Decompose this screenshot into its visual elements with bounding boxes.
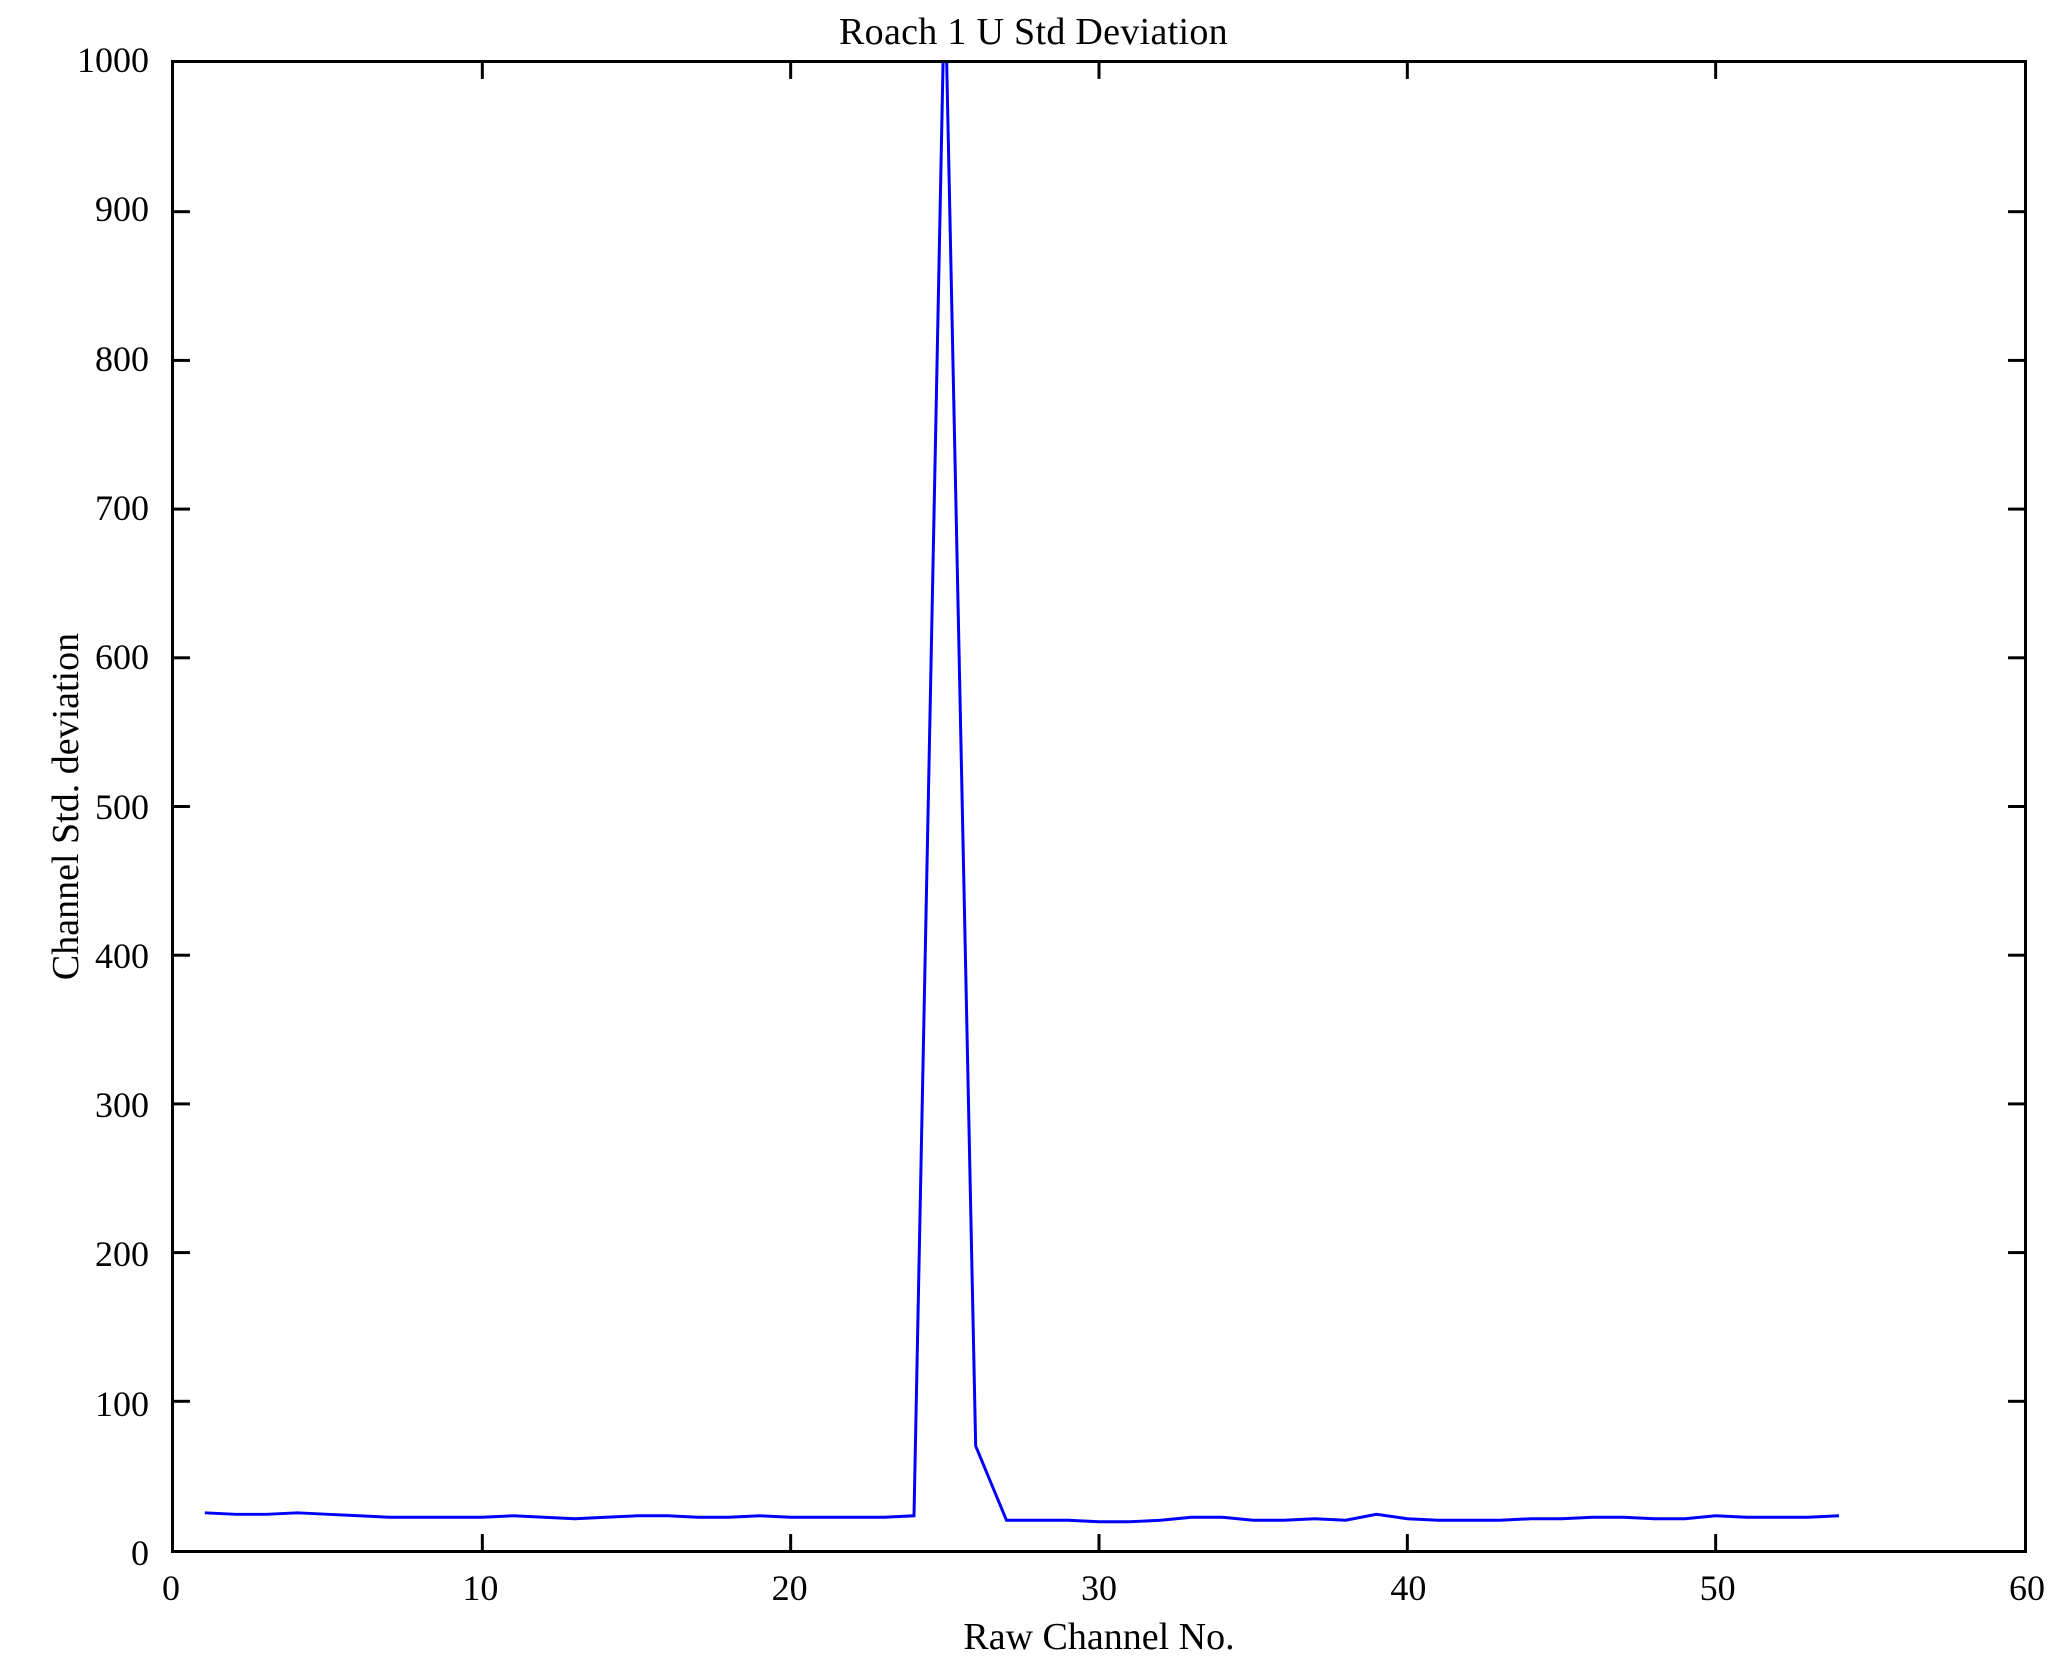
y-tick-label: 800: [95, 338, 149, 379]
y-tick-label: 300: [95, 1085, 149, 1126]
x-tick-label: 20: [771, 1568, 808, 1608]
y-tick-label: 700: [95, 487, 149, 528]
y-axis-tick-labels: 0 100 200 300 400 500 600 700 800 900 1000: [0, 0, 171, 1671]
y-tick-label: 400: [95, 935, 149, 976]
y-axis-label: Channel Std. deviation: [45, 632, 87, 981]
plot-svg: [174, 63, 2024, 1550]
chart-title: Roach 1 U Std Deviation: [839, 11, 1228, 53]
y-tick-label: 100: [95, 1383, 149, 1424]
x-tick-label: 30: [1081, 1568, 1117, 1608]
x-axis-label: Raw Channel No.: [963, 1616, 1235, 1658]
x-tick-label: 50: [1699, 1568, 1736, 1608]
axis-tick-marks: [174, 63, 2024, 1550]
y-tick-label: 600: [95, 637, 149, 678]
y-tick-label: 0: [131, 1533, 149, 1573]
data-line: [204, 63, 1840, 1524]
x-tick-label: 60: [2009, 1568, 2045, 1608]
y-tick-label: 1000: [77, 40, 149, 80]
x-tick-label: 0: [162, 1568, 180, 1608]
plot-area: [171, 60, 2027, 1553]
x-tick-label: 40: [1390, 1568, 1427, 1608]
y-tick-label: 500: [95, 786, 149, 827]
x-tick-label: 10: [462, 1568, 499, 1608]
y-tick-label: 900: [95, 189, 149, 230]
y-tick-label: 200: [95, 1234, 149, 1275]
data-series-group: [204, 63, 1840, 1524]
